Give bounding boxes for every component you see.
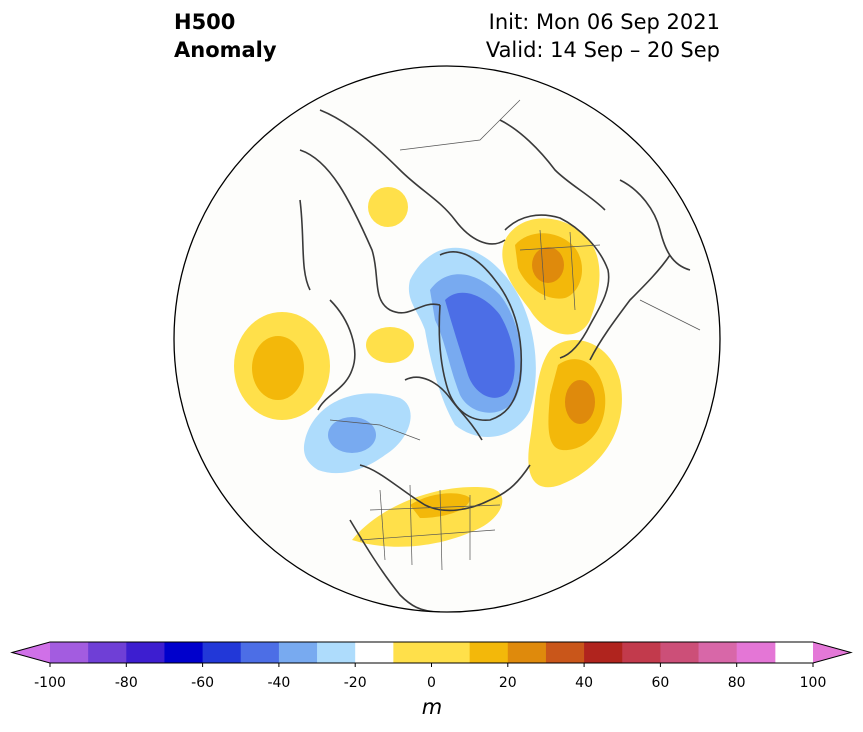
colorbar-cell bbox=[202, 642, 242, 663]
anomaly-positive-usa bbox=[352, 487, 503, 547]
colorbar-cell bbox=[469, 642, 509, 663]
init-date-label: Init: Mon 06 Sep 2021 bbox=[488, 10, 720, 34]
coastlines bbox=[299, 109, 691, 612]
colorbar-cell bbox=[393, 642, 471, 663]
colorbar bbox=[10, 641, 853, 667]
colorbar-cell bbox=[126, 642, 165, 663]
field-kind-label: Anomaly bbox=[174, 38, 277, 62]
colorbar-tick-label: -80 bbox=[114, 675, 138, 691]
anomaly-negative-greenland bbox=[408, 247, 536, 437]
colorbar-cell bbox=[507, 642, 547, 663]
valid-range-label: Valid: 14 Sep – 20 Sep bbox=[485, 38, 720, 62]
colorbar-tick-label: 20 bbox=[498, 675, 517, 691]
colorbar-cell bbox=[88, 642, 127, 663]
colorbar-tick-label: -60 bbox=[191, 675, 215, 691]
colorbar-cell bbox=[355, 642, 394, 663]
colorbar-cells bbox=[10, 641, 853, 667]
colorbar-extend-high bbox=[813, 642, 851, 663]
anomaly-positive-beaufort bbox=[366, 327, 414, 363]
colorbar-cell bbox=[660, 642, 700, 663]
colorbar-tick-label: 80 bbox=[727, 675, 746, 691]
anomaly-positive-siberia bbox=[368, 187, 408, 227]
colorbar-cell bbox=[736, 642, 776, 663]
colorbar-cell bbox=[50, 642, 89, 663]
anomaly-positive-atlantic bbox=[528, 340, 622, 488]
colorbar-cell bbox=[278, 642, 318, 663]
polar-map bbox=[173, 65, 721, 613]
colorbar-cell bbox=[698, 642, 738, 663]
colorbar-extend-low bbox=[12, 642, 50, 663]
colorbar-cell bbox=[164, 642, 204, 663]
globe-boundary bbox=[173, 65, 721, 613]
colorbar-tick-label: 100 bbox=[799, 675, 827, 691]
colorbar-tick-label: 0 bbox=[427, 675, 436, 691]
anomaly-fields bbox=[234, 187, 622, 547]
colorbar-cell bbox=[240, 642, 280, 663]
colorbar-tick-label: 40 bbox=[575, 675, 594, 691]
variable-label: H500 bbox=[174, 10, 236, 34]
colorbar-tick-label: -100 bbox=[34, 675, 66, 691]
anomaly-positive-pacific bbox=[234, 312, 330, 420]
colorbar-cell bbox=[317, 642, 356, 663]
anomaly-negative-alaska bbox=[303, 393, 411, 474]
units-label: m bbox=[421, 695, 443, 719]
colorbar-cell bbox=[622, 642, 661, 663]
colorbar-cell bbox=[545, 642, 585, 663]
political-borders bbox=[329, 99, 701, 571]
plot-title-left: H500 Anomaly bbox=[174, 8, 277, 64]
colorbar-tick-label: -40 bbox=[267, 675, 291, 691]
plot-title-right: Init: Mon 06 Sep 2021 Valid: 14 Sep – 20… bbox=[486, 8, 720, 64]
anomaly-positive-europe bbox=[502, 218, 600, 335]
colorbar-tick-label: 60 bbox=[651, 675, 670, 691]
colorbar-tick-label: -20 bbox=[343, 675, 367, 691]
colorbar-cell bbox=[584, 642, 623, 663]
